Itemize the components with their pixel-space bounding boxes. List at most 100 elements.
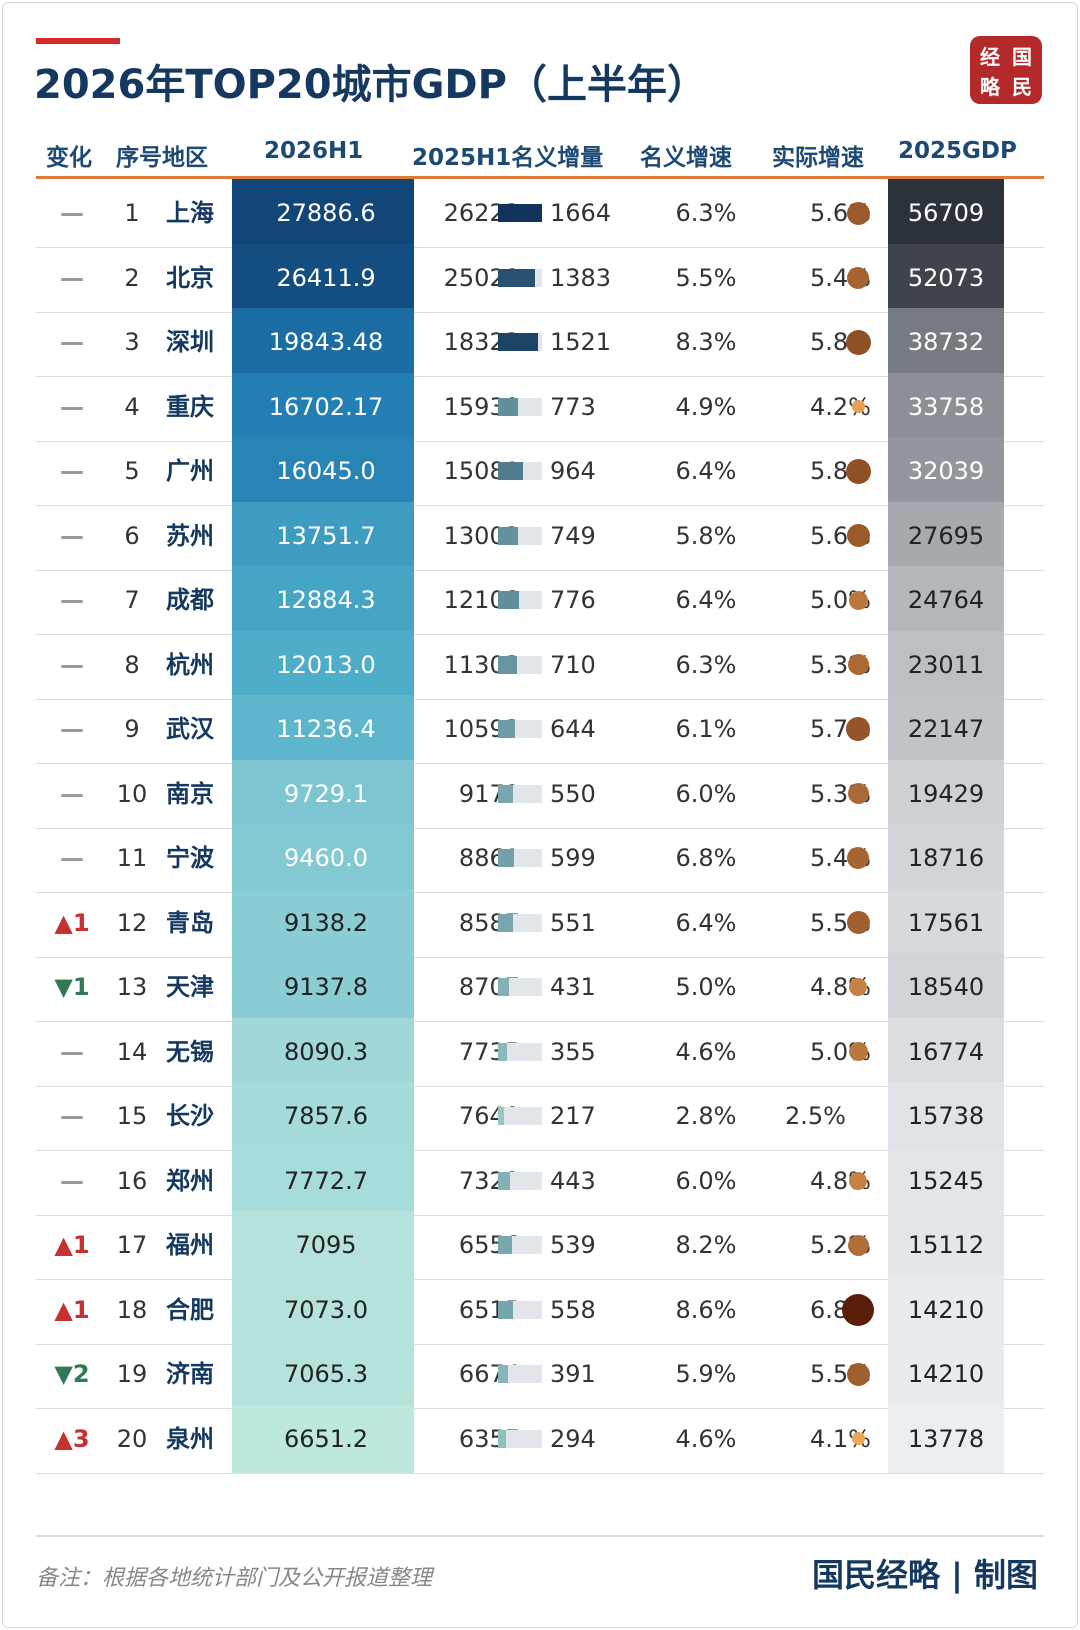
logo-char: 国 (1012, 44, 1032, 69)
gdp-2025-value: 15738 (907, 1102, 985, 1130)
gdp-2025-cell-bg (888, 953, 1004, 1021)
rank-number: 1 (124, 199, 140, 227)
footer-divider (36, 1535, 1044, 1537)
h1-2026-value: 7857.6 (284, 1102, 368, 1130)
increase-value: 551 (550, 908, 596, 937)
h1-2026-cell-bg (232, 1340, 414, 1408)
rank-change: ▼1 (54, 973, 90, 1001)
gdp-2025-value: 27695 (907, 521, 985, 550)
real-growth-dot (846, 201, 870, 225)
increase-value: 539 (550, 1231, 596, 1259)
increase-bar (498, 1107, 504, 1125)
nominal-growth: 6.4% (675, 457, 737, 485)
real-growth-dot (847, 654, 869, 675)
gdp-2025-cell-bg (888, 372, 1004, 441)
increase-value: 443 (550, 1166, 596, 1195)
increase-bar (498, 462, 524, 480)
header-nominal-growth: 名义增速 (640, 145, 732, 171)
table-row: —14 无锡 8090.3 7735 355 4.6% 5.0% 16774 (36, 1017, 1044, 1087)
gdp-2025-cell-bg (888, 179, 1004, 247)
rank-number: 10 (116, 779, 148, 808)
h1-2026-value: 7095 (295, 1231, 357, 1259)
gdp-2025-value: 15112 (907, 1231, 985, 1259)
h1-2026-value: 11236.4 (276, 715, 376, 743)
gdp-2025-cell-bg (888, 1146, 1004, 1215)
gdp-2025-cell-bg (888, 824, 1004, 892)
rank-number: 12 (116, 908, 148, 937)
rank-change: — (60, 392, 84, 421)
increase-bar (498, 333, 539, 351)
increase-value: 217 (550, 1102, 596, 1130)
h1-2026-value: 7065.3 (284, 1360, 368, 1388)
gdp-2025-cell-bg (888, 1211, 1004, 1279)
increase-bar (498, 1171, 510, 1190)
real-growth-dot (847, 783, 869, 804)
rank-change: ▲3 (54, 1424, 90, 1453)
rank-change: — (60, 521, 84, 550)
table-row: —6 苏州 13751.7 13002 749 5.8% 5.6% 27695 (36, 501, 1044, 571)
gdp-2025-cell-bg (888, 1082, 1004, 1150)
increase-bar (498, 1429, 506, 1448)
h1-2026-cell-bg (232, 953, 414, 1021)
gdp-2025-value: 38732 (907, 328, 985, 356)
rank-number: 15 (116, 1102, 148, 1130)
header-change: 变化 (46, 145, 92, 171)
city-name: 苏州 (166, 521, 214, 550)
gdp-2025-cell-bg (888, 1275, 1004, 1344)
city-name: 长沙 (166, 1102, 214, 1130)
nominal-growth: 8.3% (675, 328, 737, 356)
gdp-2025-value: 18716 (907, 844, 985, 872)
increase-bar (498, 784, 513, 803)
h1-2026-cell-bg (232, 243, 414, 312)
gdp-2025-value: 23011 (907, 650, 985, 679)
rank-number: 9 (124, 715, 140, 743)
city-name: 济南 (166, 1360, 214, 1388)
real-growth-dot (848, 1042, 868, 1061)
nominal-growth: 2.8% (675, 1102, 737, 1130)
rank-change: — (60, 1166, 84, 1195)
rank-number: 7 (124, 586, 140, 614)
increase-bar (498, 204, 542, 222)
city-name: 杭州 (166, 650, 214, 679)
increase-value: 773 (550, 392, 596, 421)
increase-value: 1521 (550, 328, 612, 356)
h1-2026-value: 12013.0 (276, 650, 376, 679)
h1-2026-cell-bg (232, 824, 414, 892)
real-growth-dot (846, 1362, 870, 1386)
h1-2026-cell-bg (232, 1146, 414, 1215)
gdp-2025-value: 24764 (907, 586, 985, 614)
gdp-2025-value: 14210 (907, 1295, 985, 1324)
nominal-growth: 6.4% (675, 908, 737, 937)
increase-bar (498, 720, 516, 738)
city-name: 福州 (166, 1231, 214, 1259)
real-growth-dot (846, 717, 870, 741)
table-row: —1 上海 27886.6 26222 1664 6.3% 5.6% 56709 (36, 179, 1044, 248)
h1-2026-cell-bg (232, 630, 414, 699)
increase-value: 355 (550, 1037, 596, 1066)
gdp-2025-value: 14210 (907, 1360, 985, 1388)
table-header: 变化 序号地区 2026H1 2025H1名义增量 名义增速 实际增速 2025… (36, 132, 1044, 176)
nominal-growth: 4.6% (675, 1037, 737, 1066)
h1-2026-value: 7772.7 (284, 1166, 368, 1195)
table-row: —9 武汉 11236.4 10593 644 6.1% 5.7% 22147 (36, 695, 1044, 764)
real-growth-dot (847, 847, 869, 869)
h1-2026-value: 12884.3 (276, 586, 376, 614)
footer-credit: 国民经略 | 制图 (812, 1556, 1038, 1594)
nominal-growth: 6.0% (675, 1166, 737, 1195)
nominal-growth: 5.0% (675, 973, 737, 1001)
real-growth-dot (842, 1293, 874, 1326)
nominal-growth: 5.8% (675, 521, 737, 550)
table-row: —4 重庆 16702.17 15930 773 4.9% 4.2% 33758 (36, 372, 1044, 442)
h1-2026-cell-bg (232, 1017, 414, 1086)
increase-value: 550 (550, 779, 596, 808)
table-row: ▲1 17 福州 7095 6556 539 8.2% 5.2% 15112 (36, 1211, 1044, 1280)
rank-number: 3 (124, 328, 140, 356)
table-row: ▲1 12 青岛 9138.2 8587 551 6.4% 5.5% 17561 (36, 888, 1044, 958)
rank-number: 14 (116, 1037, 148, 1066)
rank-number: 4 (124, 392, 140, 421)
gdp-2025-value: 15245 (907, 1166, 985, 1195)
increase-bar (498, 397, 519, 416)
rank-number: 6 (124, 521, 140, 550)
increase-bar (498, 526, 518, 545)
